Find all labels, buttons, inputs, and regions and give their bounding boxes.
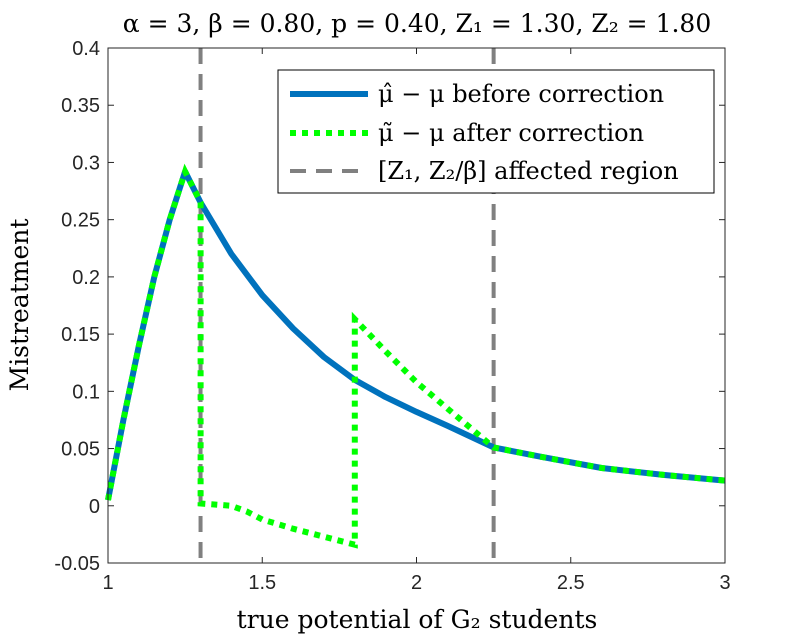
y-tick-label: 0 bbox=[89, 496, 100, 518]
x-tick-label: 2 bbox=[411, 572, 422, 594]
x-tick-label: 3 bbox=[719, 572, 730, 594]
y-tick-label: 0.25 bbox=[61, 210, 100, 232]
y-tick-label: 0.3 bbox=[72, 152, 100, 174]
y-tick-label: 0.05 bbox=[61, 439, 100, 461]
legend-label-before: μ̂ − μ before correction bbox=[378, 80, 664, 108]
series-line-after-correction bbox=[105, 163, 726, 549]
y-tick-label: 0.35 bbox=[61, 95, 100, 117]
chart-title: α = 3, β = 0.80, p = 0.40, Z₁ = 1.30, Z₂… bbox=[123, 9, 711, 38]
legend-label-region: [Z₁, Z₂/β] affected region bbox=[378, 157, 679, 185]
y-tick-label: 0.2 bbox=[72, 267, 100, 289]
x-axis-label: true potential of G₂ students bbox=[237, 605, 598, 634]
axes-layer: 1 1.5 2 2.5 3 -0.05 0 0.05 0.1 0.15 0.2 0.25 0.3 0.35… bbox=[54, 38, 730, 594]
legend: μ̂ − μ before correction μ̃ − μ after co… bbox=[277, 69, 715, 194]
y-tick-label: 0.1 bbox=[72, 381, 100, 403]
y-tick-label: 0.4 bbox=[72, 38, 100, 60]
x-tick-label: 2.5 bbox=[557, 572, 585, 594]
legend-label-after: μ̃ − μ after correction bbox=[378, 119, 644, 147]
x-tick-label: 1.5 bbox=[248, 572, 276, 594]
y-tick-label: 0.15 bbox=[61, 324, 100, 346]
y-axis-label: Mistreatment bbox=[5, 219, 34, 392]
y-tick-label: -0.05 bbox=[54, 553, 100, 575]
x-tick-label: 1 bbox=[102, 572, 113, 594]
